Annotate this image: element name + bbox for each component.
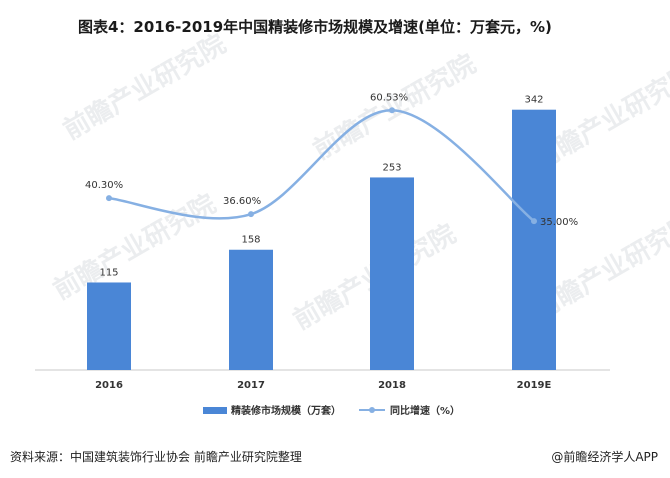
growth-line (108, 109, 535, 223)
legend: 精装修市场规模（万套） 同比增速（%） (203, 404, 460, 417)
watermark-text: 前瞻产业研究院 (58, 28, 231, 146)
x-tick-label: 2016 (95, 380, 123, 391)
watermark-text: 前瞻产业研究院 (308, 48, 481, 166)
bar-value-label: 342 (524, 95, 543, 106)
growth-value-label: 35.00% (540, 217, 578, 228)
bar-value-label: 253 (382, 162, 401, 173)
watermark-text: 前瞻产业研究院 (48, 188, 221, 306)
x-tick-label: 2019E (517, 380, 552, 391)
source-note: 资料来源：中国建筑装饰行业协会 前瞻产业研究院整理 (10, 450, 302, 464)
x-tick-label: 2017 (237, 380, 265, 391)
bar (87, 282, 131, 370)
legend-line-marker (369, 407, 375, 413)
bar-value-label: 158 (241, 235, 260, 246)
bars: 115 158 253 342 (87, 95, 556, 370)
watermarks: 前瞻产业研究院前瞻产业研究院前瞻产业研究院前瞻产业研究院前瞻产业研究院前瞻产业研… (48, 28, 670, 336)
bar-value-label: 115 (99, 267, 118, 278)
legend-line-label: 同比增速（%） (390, 404, 460, 417)
chart-title: 图表4：2016-2019年中国精装修市场规模及增速(单位：万套元，%) (78, 18, 552, 36)
growth-point (389, 107, 395, 114)
bar (370, 177, 414, 370)
x-ticks: 2016 2017 2018 2019E (95, 380, 551, 391)
growth-point (248, 211, 254, 218)
legend-bar-label: 精装修市场规模（万套） (231, 404, 341, 417)
growth-value-label: 60.53% (370, 92, 408, 103)
bar (229, 249, 273, 370)
credit: @前瞻经济学人APP (551, 450, 658, 464)
line-series: 40.30% 36.60% 60.53% 35.00% (85, 92, 578, 228)
growth-point (106, 195, 112, 202)
bar (512, 109, 556, 370)
x-tick-label: 2018 (378, 380, 406, 391)
growth-point (531, 218, 537, 225)
growth-value-label: 40.30% (85, 180, 123, 191)
growth-value-label: 36.60% (223, 196, 261, 207)
legend-bar-swatch (203, 407, 227, 414)
